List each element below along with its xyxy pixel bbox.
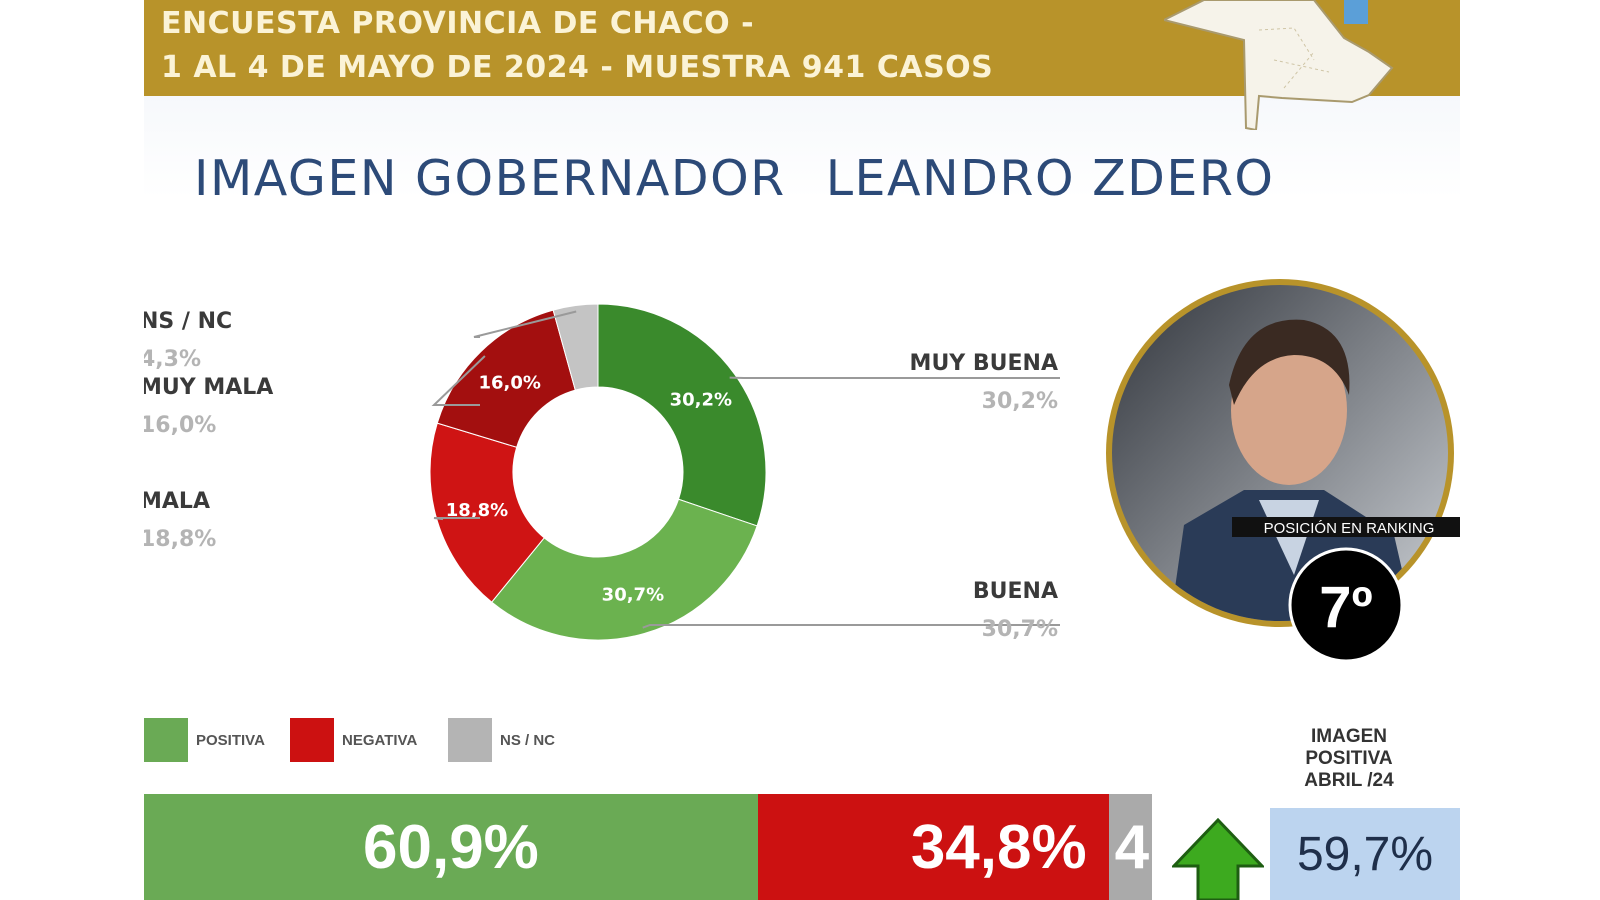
header-line-1: ENCUESTA PROVINCIA DE CHACO - [161, 6, 755, 41]
hair-shape [1229, 319, 1350, 405]
bar-value-label: 4,3% [1114, 812, 1152, 882]
up-arrow-icon [1172, 818, 1264, 900]
slice-side-value: 18,8% [144, 527, 216, 552]
slice-value-label: 18,8% [446, 500, 508, 521]
legend-swatch [290, 718, 334, 762]
slice-name-label: MUY MALA [144, 375, 273, 400]
previous-image-value: 59,7% [1270, 808, 1460, 900]
donut-chart: 30,2% 30,7% 18,8% 16,0% MUY BUENA 30,2% BUENA… [144, 303, 1060, 642]
ranking-badge [1288, 547, 1404, 663]
logo-icon [1344, 0, 1368, 24]
previous-image-title: IMAGEN POSITIVA ABRIL /24 [1269, 726, 1429, 792]
donut-slice-buena [491, 498, 758, 641]
leader-line [642, 624, 1060, 629]
slice-side-value: 30,2% [982, 389, 1058, 414]
legend-label: POSITIVA [196, 731, 265, 749]
face-shape [1231, 335, 1347, 485]
previous-title-line: ABRIL /24 [1304, 770, 1394, 791]
leader-line [431, 355, 486, 406]
slice-side-value: 16,0% [144, 413, 216, 438]
donut-slice-ns-nc [552, 303, 599, 391]
slice-value-label: 30,7% [602, 585, 664, 606]
slice-side-value: 4,3% [144, 347, 201, 372]
header-line-2: 1 AL 4 DE MAYO DE 2024 - MUESTRA 941 CAS… [161, 50, 994, 85]
bar-value-label: 60,9% [363, 812, 539, 882]
slice-name-label: MALA [144, 489, 210, 514]
slice-value-label: 16,0% [478, 372, 540, 393]
slice-name-label: NS / NC [144, 309, 232, 334]
previous-title-line: IMAGEN [1311, 726, 1387, 747]
slice-side-value: 30,7% [982, 617, 1058, 642]
title-part-1: IMAGEN GOBERNADOR [194, 150, 786, 207]
chart-title: IMAGEN GOBERNADOR LEANDRO ZDERO [194, 150, 1314, 207]
slide: ENCUESTA PROVINCIA DE CHACO - 1 AL 4 DE … [144, 0, 1460, 900]
chaco-map-icon [1164, 0, 1394, 130]
slice-value-label: 30,2% [670, 389, 732, 410]
bar-segment-positiva: 60,9% [144, 794, 758, 900]
legend-item: POSITIVA [144, 718, 265, 762]
legend-swatch [144, 718, 188, 762]
legend-label: NS / NC [500, 731, 556, 749]
legend-item: NEGATIVA [290, 718, 417, 762]
leader-line [433, 517, 480, 521]
legend: POSITIVA NEGATIVA NS / NC [144, 718, 644, 764]
bar-value-label: 34,8% [910, 812, 1087, 882]
bar-segment-ns-nc: 4,3% [1108, 794, 1152, 900]
legend-swatch [448, 718, 492, 762]
slice-name-label: BUENA [973, 579, 1058, 604]
slice-name-label: MUY BUENA [910, 351, 1058, 376]
bar-segment-negativa: 34,8% [757, 794, 1109, 900]
legend-item: NS / NC [448, 718, 555, 762]
governor-portrait: POSICIÓN EN RANKING 7º [1094, 275, 1460, 665]
title-part-2: LEANDRO ZDERO [825, 150, 1275, 207]
leader-line [473, 310, 577, 338]
donut-slice-muy-buena [597, 303, 767, 527]
ranking-label: POSICIÓN EN RANKING [1264, 520, 1435, 537]
donut-slice-mala [429, 422, 545, 603]
ranking-value: 7º [1319, 575, 1372, 640]
previous-title-line: POSITIVA [1305, 748, 1393, 769]
stacked-bar: 60,9% 34,8% 4,3% [144, 794, 1152, 900]
legend-label: NEGATIVA [342, 731, 418, 749]
